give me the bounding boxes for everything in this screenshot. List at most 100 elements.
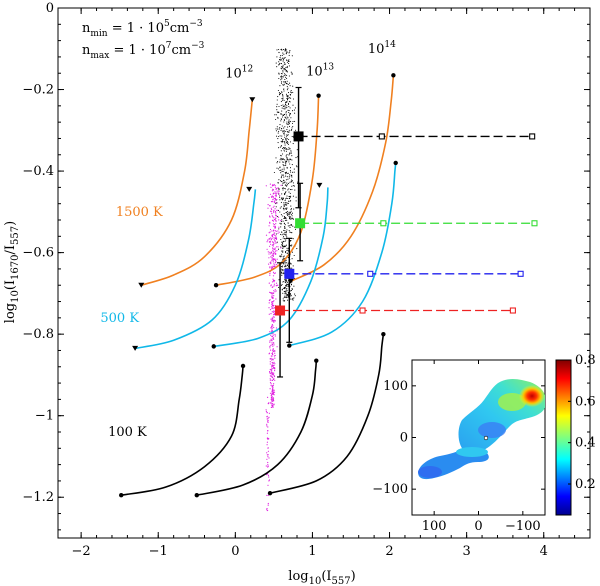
scatter-point — [284, 207, 286, 209]
scatter-point-magenta — [267, 484, 269, 486]
scatter-point — [290, 92, 293, 94]
scatter-point-magenta — [271, 326, 273, 328]
scatter-point-magenta — [271, 374, 273, 376]
scatter-point — [286, 74, 288, 76]
scatter-point-magenta — [266, 415, 268, 417]
scatter-point-magenta — [274, 320, 276, 322]
scatter-point-magenta — [273, 364, 275, 366]
scatter-point-magenta — [270, 366, 273, 368]
scatter-point-magenta — [280, 247, 282, 249]
scatter-point — [284, 293, 286, 295]
scatter-point — [288, 138, 290, 141]
scatter-point-magenta — [266, 412, 268, 414]
scatter-point — [286, 95, 288, 97]
scatter-point — [288, 182, 290, 184]
scatter-point — [277, 132, 279, 134]
scatter-point — [285, 297, 287, 299]
scatter-point — [278, 193, 280, 195]
scatter-point-magenta — [265, 410, 267, 412]
scatter-point — [288, 191, 290, 193]
scatter-point — [286, 121, 288, 123]
scatter-point-magenta — [269, 371, 271, 373]
scatter-point — [286, 182, 288, 184]
scatter-point — [284, 295, 286, 297]
scatter-point — [278, 286, 280, 288]
scatter-point — [280, 206, 282, 208]
scatter-point-magenta — [268, 225, 270, 227]
scatter-point — [286, 288, 288, 290]
scatter-point — [283, 194, 286, 196]
scatter-point — [280, 272, 283, 274]
scatter-point-magenta — [272, 373, 274, 375]
scatter-point — [289, 163, 291, 165]
scatter-point — [283, 235, 285, 237]
scatter-point-magenta — [274, 291, 276, 293]
scatter-point-magenta — [274, 239, 276, 242]
observed-marker — [275, 305, 286, 316]
scatter-point — [288, 122, 290, 124]
scatter-point — [283, 273, 285, 275]
scatter-point — [289, 153, 291, 155]
scatter-point-magenta — [270, 243, 272, 245]
scatter-point-magenta — [275, 194, 277, 196]
scatter-point-magenta — [273, 375, 275, 377]
scatter-point-magenta — [274, 253, 276, 255]
observed-end-marker — [517, 270, 524, 277]
scatter-point — [286, 138, 288, 140]
scatter-point — [287, 109, 289, 111]
scatter-point — [285, 291, 287, 293]
scatter-point — [294, 120, 296, 122]
scatter-point — [290, 207, 292, 210]
scatter-point — [279, 124, 281, 126]
scatter-point — [277, 182, 279, 184]
scatter-point — [281, 244, 283, 246]
scatter-point-magenta — [275, 327, 278, 329]
scatter-point — [280, 197, 283, 199]
scatter-point — [279, 222, 281, 224]
scatter-point-magenta — [270, 237, 272, 239]
scatter-point — [292, 143, 294, 145]
scatter-point — [295, 196, 297, 198]
scatter-point — [282, 298, 284, 300]
scatter-point-magenta — [273, 211, 275, 213]
scatter-point-magenta — [270, 401, 272, 404]
scatter-point — [284, 286, 287, 288]
scatter-point — [291, 122, 294, 125]
scatter-point — [288, 111, 290, 114]
scatter-point — [281, 289, 283, 291]
scatter-point-magenta — [273, 243, 275, 245]
scatter-point-magenta — [267, 464, 269, 466]
scatter-point-magenta — [273, 272, 275, 275]
scatter-point-magenta — [274, 184, 276, 187]
scatter-point-magenta — [273, 263, 275, 265]
scatter-point — [284, 114, 286, 116]
scatter-point — [287, 133, 289, 136]
scatter-point-magenta — [267, 430, 269, 432]
scatter-point — [289, 226, 291, 228]
scatter-point — [284, 126, 286, 128]
scatter-point — [279, 207, 281, 209]
scatter-point — [291, 164, 293, 166]
scatter-point-magenta — [269, 341, 271, 343]
y-tick-label: −0.2 — [22, 83, 54, 98]
scatter-point-magenta — [274, 333, 276, 336]
scatter-point — [279, 255, 281, 257]
scatter-point-magenta — [272, 275, 275, 277]
scatter-point — [287, 159, 289, 161]
scatter-point — [279, 135, 281, 137]
scatter-point — [290, 231, 292, 233]
scatter-point-magenta — [273, 389, 275, 391]
scatter-point-magenta — [276, 209, 278, 211]
scatter-point-magenta — [274, 191, 276, 193]
scatter-point — [280, 145, 282, 147]
scatter-point — [276, 167, 278, 169]
scatter-point — [282, 94, 284, 96]
scatter-point-magenta — [272, 255, 274, 257]
scatter-point-magenta — [272, 245, 274, 247]
scatter-point — [296, 149, 298, 151]
scatter-point — [286, 136, 288, 138]
scatter-point-magenta — [272, 372, 274, 374]
scatter-point — [292, 265, 294, 267]
scatter-point — [287, 285, 289, 287]
scatter-point — [283, 167, 285, 169]
